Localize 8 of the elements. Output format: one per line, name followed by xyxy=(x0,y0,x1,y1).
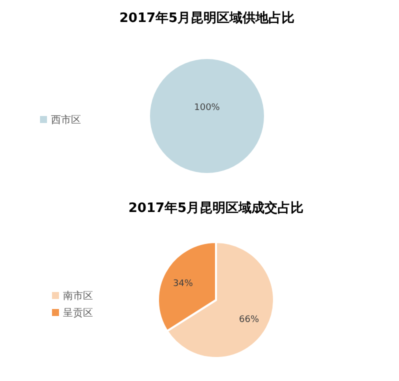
data-label: 66% xyxy=(239,315,260,326)
chart-title: 2017年5月昆明区域供地占比 xyxy=(119,11,295,26)
legend-label: 西市区 xyxy=(51,114,81,126)
legend-label: 南市区 xyxy=(63,290,93,302)
chart-title: 2017年5月昆明区域成交占比 xyxy=(128,200,304,216)
legend-label: 呈贡区 xyxy=(63,308,93,319)
data-label: 34% xyxy=(172,278,194,289)
data-label: 100% xyxy=(194,103,220,113)
